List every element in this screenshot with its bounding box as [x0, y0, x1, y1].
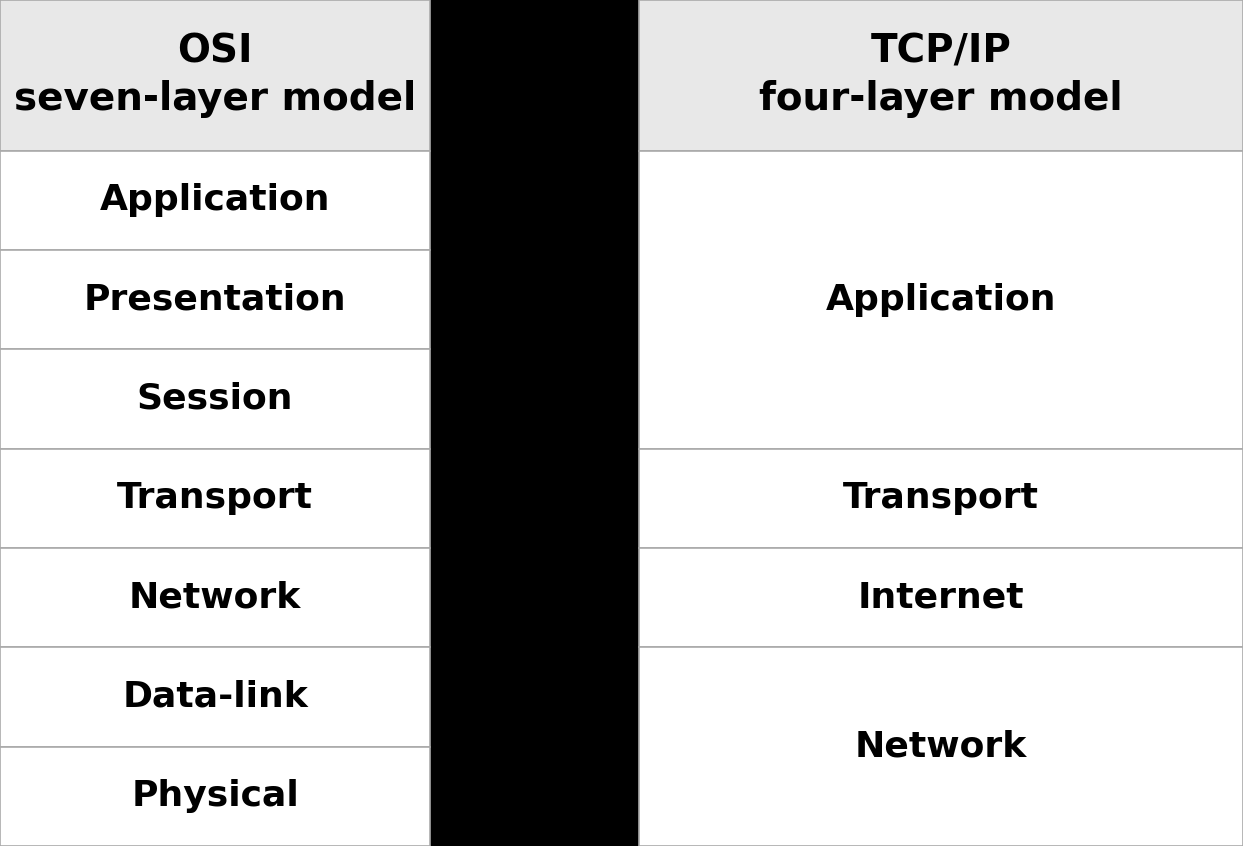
Text: Network: Network	[855, 729, 1027, 764]
Text: Transport: Transport	[117, 481, 313, 515]
Text: Presentation: Presentation	[83, 283, 347, 316]
Text: Transport: Transport	[843, 481, 1039, 515]
Text: TCP/IP
four-layer model: TCP/IP four-layer model	[759, 33, 1122, 118]
Bar	[639, 448, 1243, 548]
Bar	[639, 151, 1243, 448]
Bar	[0, 151, 430, 250]
Text: Session: Session	[137, 382, 293, 416]
Bar	[0, 548, 430, 647]
Bar	[0, 747, 430, 846]
Text: Internet: Internet	[858, 580, 1024, 615]
Bar	[639, 548, 1243, 647]
Bar	[0, 0, 430, 151]
Text: Physical: Physical	[132, 779, 298, 813]
Bar	[639, 0, 1243, 151]
Bar	[0, 250, 430, 349]
Text: Data-link: Data-link	[122, 680, 308, 714]
Text: OSI
seven-layer model: OSI seven-layer model	[14, 33, 416, 118]
Text: Network: Network	[129, 580, 301, 615]
Bar	[639, 647, 1243, 846]
Text: Application: Application	[825, 283, 1057, 316]
Text: Application: Application	[99, 184, 331, 217]
Bar	[0, 647, 430, 747]
Bar	[0, 349, 430, 448]
Bar	[0, 448, 430, 548]
